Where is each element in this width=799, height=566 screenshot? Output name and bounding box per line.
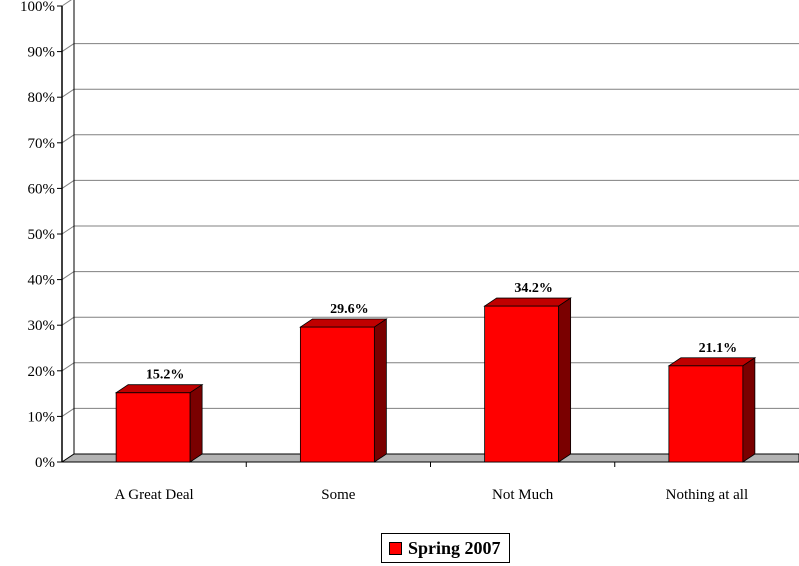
y-tick-label: 10% <box>28 409 56 425</box>
x-tick-label: Not Much <box>492 487 554 503</box>
bar-side <box>742 357 756 463</box>
y-tick-label: 70% <box>28 136 56 152</box>
legend-label: Spring 2007 <box>408 537 501 558</box>
gridline-wall <box>61 134 75 144</box>
x-tick-label: A Great Deal <box>115 487 194 503</box>
gridline-wall <box>61 225 75 235</box>
x-tick-label: Nothing at all <box>666 487 749 503</box>
bar-top <box>299 318 388 328</box>
gridline-wall <box>61 88 75 98</box>
gridline-wall <box>61 316 75 326</box>
legend: Spring 2007 <box>381 533 510 563</box>
bar <box>668 365 744 463</box>
data-label: 15.2% <box>146 368 185 383</box>
y-axis: 0% 10% 20% 30% 40% 50% 60% 70% 80% 90% 100% <box>20 0 799 471</box>
gridline-wall <box>61 43 75 53</box>
gridline-wall <box>61 271 75 281</box>
legend-swatch <box>389 541 402 555</box>
bar-top <box>483 297 572 307</box>
bar-side <box>373 318 387 463</box>
bar-top <box>667 357 757 367</box>
bar <box>299 326 375 463</box>
gridline-wall <box>61 362 75 372</box>
bar <box>115 392 191 463</box>
data-label: 21.1% <box>699 341 738 356</box>
y-tick-label: 20% <box>28 364 56 380</box>
labels: 15.2% A Great Deal 29.6% Some 34.2% Not Much 2… <box>115 281 749 503</box>
bar <box>484 305 560 463</box>
y-tick-label: 60% <box>28 181 56 197</box>
y-tick-label: 80% <box>28 90 56 106</box>
gridline-wall <box>61 407 75 417</box>
y-tick-label: 40% <box>28 273 56 289</box>
bars <box>114 297 757 463</box>
gridline-wall <box>61 179 75 189</box>
y-tick-label: 30% <box>28 318 56 334</box>
data-label: 34.2% <box>514 281 553 296</box>
x-tick-label: Some <box>321 487 356 503</box>
data-label: 29.6% <box>330 302 369 317</box>
y-tick-label: 50% <box>28 227 56 243</box>
bar-top <box>114 384 204 394</box>
bar-side <box>189 383 203 463</box>
bar-side <box>558 297 572 463</box>
y-tick-label: 100% <box>20 0 55 15</box>
gridline-wall <box>61 0 72 7</box>
y-tick-label: 90% <box>28 45 56 61</box>
y-tick-label: 0% <box>35 455 55 471</box>
